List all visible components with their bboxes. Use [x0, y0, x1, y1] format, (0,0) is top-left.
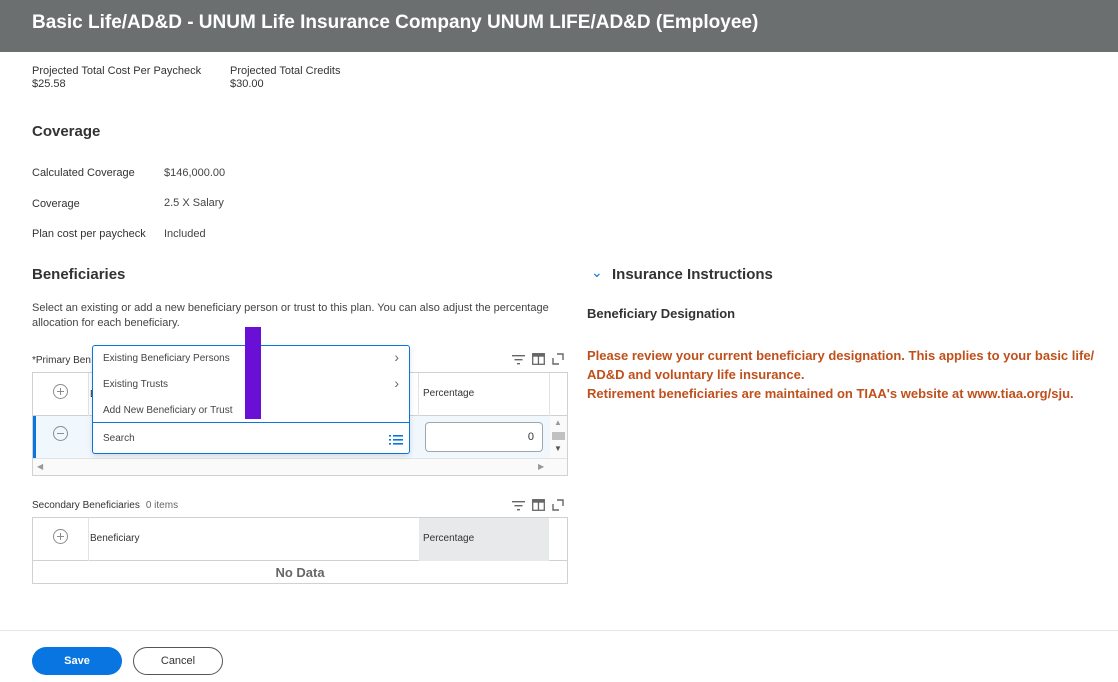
primary-beneficiaries-label: *Primary Ben	[32, 355, 91, 366]
plan-cost-label: Plan cost per paycheck	[32, 228, 146, 240]
fullscreen-icon[interactable]	[551, 498, 565, 512]
list-icon[interactable]	[389, 432, 403, 450]
instructions-note-line2: Retirement beneficiaries are maintained …	[587, 386, 1074, 401]
add-row-icon[interactable]	[53, 384, 68, 399]
scroll-down-icon[interactable]: ▼	[554, 444, 562, 453]
add-row-icon[interactable]	[53, 529, 68, 544]
instructions-note: Please review your current beneficiary d…	[587, 346, 1107, 403]
coverage-section-title: Coverage	[32, 123, 101, 140]
projected-credits-summary: Projected Total Credits $30.00	[230, 65, 340, 91]
percentage-column-header[interactable]: Percentage	[423, 533, 475, 544]
page-title: Basic Life/AD&D - UNUM Life Insurance Co…	[32, 12, 759, 33]
projected-credits-label: Projected Total Credits	[230, 65, 341, 77]
secondary-grid-toolbar	[511, 498, 565, 512]
footer-divider	[0, 630, 1118, 631]
projected-cost-value: $25.58	[32, 78, 66, 90]
add-new-beneficiary-option[interactable]: Add New Beneficiary or Trust	[103, 405, 233, 416]
vertical-scrollbar[interactable]: ▲ ▼	[550, 416, 567, 458]
secondary-beneficiaries-label: Secondary Beneficiaries 0 items	[32, 500, 178, 511]
percentage-column-header-cell[interactable]: Percentage	[419, 518, 549, 561]
cancel-button[interactable]: Cancel	[133, 647, 223, 675]
scroll-left-icon[interactable]: ◀	[37, 462, 44, 471]
chevron-right-icon[interactable]: ›	[394, 349, 399, 365]
beneficiaries-section-title: Beneficiaries	[32, 266, 126, 283]
beneficiary-column-header[interactable]: Beneficiary	[90, 533, 140, 544]
projected-cost-label: Projected Total Cost Per Paycheck	[32, 65, 202, 77]
fullscreen-icon[interactable]	[551, 352, 565, 366]
column-divider	[88, 518, 89, 561]
filter-icon[interactable]	[511, 352, 525, 366]
column-chooser-icon[interactable]	[531, 498, 545, 512]
coverage-value: 2.5 X Salary	[164, 197, 224, 209]
highlight-marker	[245, 327, 261, 419]
existing-trusts-option[interactable]: Existing Trusts	[103, 379, 169, 390]
instructions-note-line1: Please review your current beneficiary d…	[587, 348, 1095, 382]
remove-row-icon[interactable]	[53, 426, 68, 441]
no-data-message: No Data	[275, 565, 325, 580]
scroll-thumb[interactable]	[552, 432, 565, 440]
column-divider	[88, 373, 89, 416]
calculated-coverage-label: Calculated Coverage	[32, 167, 135, 179]
percentage-column-header[interactable]: Percentage	[423, 388, 475, 399]
coverage-label: Coverage	[32, 198, 80, 210]
column-chooser-icon[interactable]	[531, 352, 545, 366]
percentage-input[interactable]: 0	[425, 422, 543, 452]
chevron-down-icon[interactable]: ⌄	[591, 264, 603, 280]
calculated-coverage-value: $146,000.00	[164, 167, 226, 179]
beneficiary-search-input[interactable]: Search	[93, 422, 409, 453]
insurance-instructions-title[interactable]: Insurance Instructions	[612, 266, 773, 283]
beneficiary-designation-heading: Beneficiary Designation	[587, 306, 736, 321]
projected-cost-summary: Projected Total Cost Per Paycheck $25.58	[32, 65, 201, 91]
search-placeholder: Search	[103, 433, 135, 444]
scroll-up-icon[interactable]: ▲	[554, 418, 562, 427]
existing-persons-option[interactable]: Existing Beneficiary Persons	[103, 353, 230, 364]
primary-grid-toolbar	[511, 352, 565, 366]
secondary-count: 0 items	[145, 500, 179, 511]
horizontal-scrollbar[interactable]: ◀ ▶	[33, 458, 567, 475]
save-button[interactable]: Save	[32, 647, 122, 675]
chevron-right-icon[interactable]: ›	[394, 375, 399, 391]
scroll-right-icon[interactable]: ▶	[538, 462, 545, 471]
filter-icon[interactable]	[511, 498, 525, 512]
projected-credits-value: $30.00	[230, 78, 264, 90]
secondary-grid-header-row: Beneficiary Percentage	[33, 518, 567, 561]
column-divider	[418, 373, 419, 416]
plan-cost-value: Included	[164, 228, 206, 240]
secondary-beneficiaries-title: Secondary Beneficiaries	[32, 500, 140, 511]
secondary-beneficiaries-grid: Beneficiary Percentage No Data	[32, 517, 568, 584]
beneficiaries-description: Select an existing or add a new benefici…	[32, 302, 549, 329]
page-header: Basic Life/AD&D - UNUM Life Insurance Co…	[0, 0, 1118, 52]
column-divider	[549, 373, 550, 416]
